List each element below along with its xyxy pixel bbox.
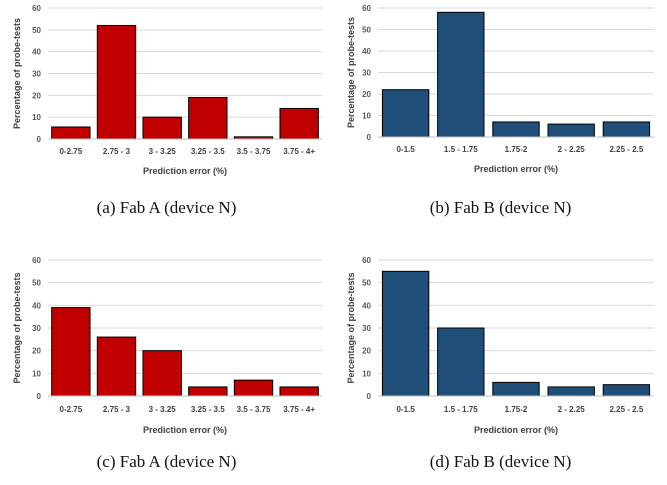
y-tick-label: 20 [32,347,41,356]
y-axis-label: Percentage of probe-tests [12,18,22,129]
x-axis-label: Prediction error (%) [143,425,227,435]
bar [492,381,540,397]
y-tick-label: 0 [37,392,42,401]
bar-chart-a: 0 10 20 30 40 50 60 0-2.75 2.75 - 3 3 - 3.25 3.25 … [12,4,322,176]
bar-chart-b: 0 10 20 30 40 50 60 0-1.5 1.5 - 1.75 1.75-2 2 - 2.… [346,4,654,174]
caption-a: (a) Fab A (device N) [96,198,237,217]
bar-chart-c: 0 10 20 30 40 50 60 0-2.75 2.75 - 3 3 - 3.25 3.25 … [12,256,322,435]
bar [547,386,595,397]
y-axis-label: Percentage of probe-tests [12,272,22,383]
bar [233,379,274,397]
x-tick-label: 3.75 - 4+ [283,405,315,414]
bar [142,350,182,397]
x-tick-label: 0-2.75 [59,405,82,414]
y-tick-label: 40 [32,48,41,57]
y-tick-label: 0 [37,135,42,144]
x-tick-label: 1.5 - 1.75 [444,145,478,154]
caption-d: (d) Fab B (device N) [429,452,572,471]
bar [381,270,430,397]
x-tick-label: 1.75-2 [505,145,528,154]
bar [51,307,91,397]
y-tick-label: 60 [362,256,371,265]
bar [279,107,319,140]
bar [492,121,540,138]
caption-c: (c) Fab A (device N) [96,452,237,471]
x-tick-label: 2.25 - 2.5 [609,145,643,154]
x-tick-label: 2 - 2.25 [558,145,586,154]
x-tick-label: 3.75 - 4+ [283,147,315,156]
y-tick-label: 30 [32,70,41,79]
y-tick-label: 30 [32,324,41,333]
x-tick-label: 1.75-2 [505,405,528,414]
y-tick-label: 30 [362,69,371,78]
bar [142,116,182,140]
y-tick-label: 50 [32,279,41,288]
y-axis-label: Percentage of probe-tests [346,17,356,128]
chart-panel-d: 0 10 20 30 40 50 60 0-1.5 1.5 - 1.75 1.75-2 2 - 2.… [334,243,667,485]
x-tick-label: 0-1.5 [396,145,415,154]
bar [437,11,485,138]
x-tick-label: 2.75 - 3 [103,147,131,156]
bar [381,89,430,138]
y-tick-label: 50 [362,26,371,35]
x-tick-label: 3 - 3.25 [149,405,177,414]
x-tick-label: 1.5 - 1.75 [444,405,478,414]
y-tick-label: 0 [367,133,372,142]
bar [96,24,137,140]
y-tick-label: 60 [32,256,41,265]
bar [51,126,91,140]
bar [602,121,651,138]
chart-panel-a: 0 10 20 30 40 50 60 0-2.75 2.75 - 3 3 - 3.25 3.25 … [0,0,333,242]
chart-panel-b: 0 10 20 30 40 50 60 0-1.5 1.5 - 1.75 1.75-2 2 - 2.… [334,0,667,242]
chart-panel-c: 0 10 20 30 40 50 60 0-2.75 2.75 - 3 3 - 3.25 3.25 … [0,243,333,485]
y-tick-label: 20 [362,347,371,356]
x-tick-label: 2.25 - 2.5 [609,405,643,414]
y-tick-label: 20 [32,91,41,100]
x-axis-label: Prediction error (%) [474,425,558,435]
y-tick-label: 50 [32,26,41,35]
x-tick-label: 0-2.75 [59,147,82,156]
x-axis-label: Prediction error (%) [474,164,558,174]
y-tick-label: 0 [367,392,372,401]
caption-b: (b) Fab B (device N) [429,198,572,217]
y-tick-label: 40 [32,301,41,310]
x-axis-label: Prediction error (%) [143,166,227,176]
x-tick-label: 2.75 - 3 [103,405,131,414]
y-axis-label: Percentage of probe-tests [346,272,356,383]
x-tick-label: 3.5 - 3.75 [237,405,271,414]
y-tick-label: 60 [32,4,41,13]
x-tick-label: 3 - 3.25 [149,147,177,156]
x-tick-label: 2 - 2.25 [558,405,586,414]
bar [96,336,137,397]
y-tick-label: 30 [362,324,371,333]
bar [547,123,595,138]
bar [188,97,228,140]
y-tick-label: 20 [362,90,371,99]
y-tick-label: 10 [362,369,371,378]
bar [437,327,485,397]
y-tick-label: 10 [32,369,41,378]
bar-chart-d: 0 10 20 30 40 50 60 0-1.5 1.5 - 1.75 1.75-2 2 - 2.… [346,256,654,435]
bar [188,386,228,397]
x-tick-label: 3.5 - 3.75 [237,147,271,156]
y-tick-label: 50 [362,279,371,288]
y-tick-label: 60 [362,4,371,13]
x-tick-label: 0-1.5 [396,405,415,414]
x-tick-label: 3.25 - 3.5 [191,147,225,156]
bar [279,386,319,397]
y-tick-label: 10 [32,113,41,122]
bar [602,384,651,397]
y-tick-label: 10 [362,112,371,121]
y-tick-label: 40 [362,47,371,56]
y-tick-label: 40 [362,301,371,310]
x-tick-label: 3.25 - 3.5 [191,405,225,414]
